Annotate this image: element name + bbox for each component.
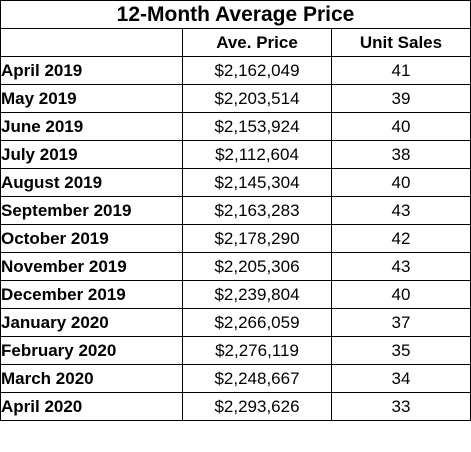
price-cell: $2,266,059	[182, 308, 332, 337]
sales-cell: 40	[331, 112, 471, 141]
month-cell: June 2019	[0, 112, 183, 141]
month-cell: August 2019	[0, 168, 183, 197]
table-row: September 2019 $2,163,283 43	[0, 196, 471, 225]
month-cell: February 2020	[0, 336, 183, 365]
table-title-row: 12-Month Average Price	[0, 0, 471, 29]
price-cell: $2,153,924	[182, 112, 332, 141]
month-cell: July 2019	[0, 140, 183, 169]
table-row: December 2019 $2,239,804 40	[0, 280, 471, 309]
price-cell: $2,178,290	[182, 224, 332, 253]
table-row: April 2020 $2,293,626 33	[0, 392, 471, 421]
month-cell: April 2019	[0, 56, 183, 85]
table-row: July 2019 $2,112,604 38	[0, 140, 471, 169]
unit-sales-column-header: Unit Sales	[331, 28, 471, 57]
price-cell: $2,203,514	[182, 84, 332, 113]
sales-cell: 34	[331, 364, 471, 393]
month-cell: October 2019	[0, 224, 183, 253]
month-cell: April 2020	[0, 392, 183, 421]
table-row: June 2019 $2,153,924 40	[0, 112, 471, 141]
month-cell: November 2019	[0, 252, 183, 281]
sales-cell: 43	[331, 196, 471, 225]
sales-cell: 42	[331, 224, 471, 253]
price-cell: $2,248,667	[182, 364, 332, 393]
table-row: May 2019 $2,203,514 39	[0, 84, 471, 113]
price-cell: $2,163,283	[182, 196, 332, 225]
sales-cell: 35	[331, 336, 471, 365]
month-cell: May 2019	[0, 84, 183, 113]
table-row: August 2019 $2,145,304 40	[0, 168, 471, 197]
month-cell: September 2019	[0, 196, 183, 225]
month-column-header	[0, 28, 183, 57]
month-cell: December 2019	[0, 280, 183, 309]
average-price-table: 12-Month Average Price Ave. Price Unit S…	[0, 0, 471, 421]
ave-price-column-header: Ave. Price	[182, 28, 332, 57]
sales-cell: 43	[331, 252, 471, 281]
sales-cell: 40	[331, 280, 471, 309]
sales-cell: 40	[331, 168, 471, 197]
price-cell: $2,145,304	[182, 168, 332, 197]
table-row: April 2019 $2,162,049 41	[0, 56, 471, 85]
table-row: November 2019 $2,205,306 43	[0, 252, 471, 281]
table-row: October 2019 $2,178,290 42	[0, 224, 471, 253]
table-title: 12-Month Average Price	[0, 0, 471, 29]
table-header-row: Ave. Price Unit Sales	[0, 28, 471, 57]
price-cell: $2,162,049	[182, 56, 332, 85]
sales-cell: 33	[331, 392, 471, 421]
month-cell: March 2020	[0, 364, 183, 393]
price-cell: $2,112,604	[182, 140, 332, 169]
month-cell: January 2020	[0, 308, 183, 337]
table-row: February 2020 $2,276,119 35	[0, 336, 471, 365]
sales-cell: 39	[331, 84, 471, 113]
price-cell: $2,205,306	[182, 252, 332, 281]
price-cell: $2,276,119	[182, 336, 332, 365]
sales-cell: 38	[331, 140, 471, 169]
sales-cell: 41	[331, 56, 471, 85]
table-row: January 2020 $2,266,059 37	[0, 308, 471, 337]
price-cell: $2,239,804	[182, 280, 332, 309]
price-cell: $2,293,626	[182, 392, 332, 421]
sales-cell: 37	[331, 308, 471, 337]
table-row: March 2020 $2,248,667 34	[0, 364, 471, 393]
